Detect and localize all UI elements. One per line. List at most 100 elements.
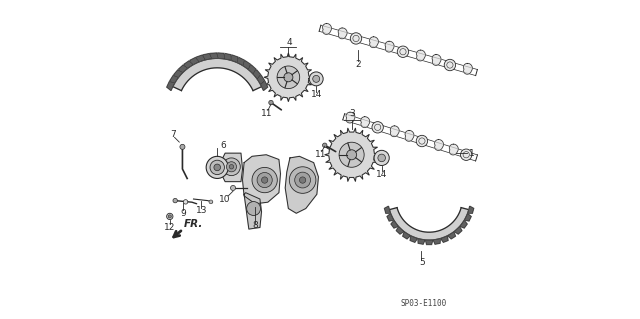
- Text: 11: 11: [315, 150, 326, 159]
- Text: 10: 10: [220, 195, 231, 204]
- Polygon shape: [252, 70, 260, 79]
- Polygon shape: [417, 50, 426, 61]
- Polygon shape: [387, 214, 394, 221]
- Polygon shape: [449, 144, 458, 155]
- Circle shape: [173, 198, 177, 203]
- Polygon shape: [338, 28, 347, 39]
- Polygon shape: [173, 58, 262, 91]
- Circle shape: [416, 135, 428, 147]
- Circle shape: [323, 143, 327, 147]
- Circle shape: [300, 177, 306, 183]
- Circle shape: [227, 162, 237, 172]
- Polygon shape: [389, 208, 469, 240]
- Circle shape: [206, 156, 228, 178]
- Circle shape: [313, 75, 320, 82]
- Circle shape: [444, 59, 456, 71]
- Polygon shape: [285, 156, 319, 213]
- Circle shape: [277, 66, 300, 89]
- Polygon shape: [247, 65, 256, 74]
- Text: FR.: FR.: [184, 219, 204, 229]
- Polygon shape: [216, 53, 225, 59]
- Circle shape: [257, 173, 272, 188]
- Polygon shape: [410, 236, 417, 242]
- Polygon shape: [324, 128, 378, 181]
- Polygon shape: [391, 220, 398, 228]
- Polygon shape: [210, 53, 218, 59]
- Polygon shape: [369, 37, 378, 48]
- Polygon shape: [403, 232, 410, 239]
- Polygon shape: [179, 65, 188, 74]
- Circle shape: [214, 164, 221, 171]
- Polygon shape: [396, 227, 404, 234]
- Polygon shape: [241, 61, 250, 69]
- Polygon shape: [264, 53, 312, 101]
- Circle shape: [350, 33, 362, 44]
- Polygon shape: [441, 236, 448, 242]
- Polygon shape: [229, 55, 238, 63]
- Text: 8: 8: [252, 221, 258, 230]
- Circle shape: [347, 150, 356, 160]
- Text: 11: 11: [260, 109, 272, 118]
- Text: 3: 3: [349, 109, 355, 118]
- Text: 14: 14: [376, 170, 387, 179]
- Polygon shape: [468, 206, 474, 213]
- Circle shape: [166, 213, 173, 219]
- Polygon shape: [426, 240, 433, 244]
- Circle shape: [223, 158, 240, 176]
- Polygon shape: [460, 220, 467, 228]
- Polygon shape: [435, 139, 444, 150]
- Polygon shape: [433, 239, 440, 244]
- Circle shape: [209, 200, 213, 204]
- Circle shape: [180, 144, 185, 149]
- Circle shape: [229, 165, 234, 169]
- Polygon shape: [220, 153, 243, 182]
- Polygon shape: [385, 206, 390, 213]
- Circle shape: [294, 172, 310, 188]
- Circle shape: [210, 160, 225, 174]
- Polygon shape: [184, 61, 193, 69]
- Text: 5: 5: [419, 258, 425, 267]
- Polygon shape: [432, 55, 441, 65]
- Text: 12: 12: [164, 223, 175, 232]
- Circle shape: [309, 72, 323, 86]
- Circle shape: [289, 167, 316, 193]
- Circle shape: [269, 100, 273, 105]
- Text: SP03-E1100: SP03-E1100: [401, 299, 447, 308]
- Circle shape: [168, 215, 172, 218]
- Text: 4: 4: [287, 38, 292, 47]
- Polygon shape: [190, 57, 199, 65]
- Text: 2: 2: [356, 60, 362, 69]
- Circle shape: [230, 185, 236, 190]
- Polygon shape: [167, 82, 175, 91]
- Circle shape: [246, 202, 260, 215]
- Polygon shape: [361, 117, 370, 128]
- Polygon shape: [204, 54, 212, 60]
- Circle shape: [284, 73, 293, 82]
- Text: 9: 9: [180, 209, 186, 218]
- Polygon shape: [346, 112, 355, 123]
- Text: 1: 1: [469, 149, 475, 158]
- Polygon shape: [385, 41, 394, 52]
- Text: 6: 6: [220, 141, 226, 150]
- Polygon shape: [323, 24, 332, 34]
- Polygon shape: [244, 193, 262, 229]
- Polygon shape: [170, 76, 179, 85]
- Text: 13: 13: [196, 206, 207, 215]
- Text: 14: 14: [310, 90, 322, 99]
- Circle shape: [262, 177, 268, 183]
- Text: 7: 7: [170, 130, 176, 139]
- Polygon shape: [174, 70, 182, 79]
- Circle shape: [378, 154, 385, 162]
- Circle shape: [252, 167, 277, 193]
- Circle shape: [372, 122, 383, 133]
- Polygon shape: [418, 239, 425, 244]
- Polygon shape: [390, 126, 399, 137]
- Polygon shape: [256, 76, 264, 85]
- Polygon shape: [454, 227, 462, 234]
- Polygon shape: [236, 57, 244, 65]
- Circle shape: [374, 150, 389, 166]
- Polygon shape: [465, 214, 471, 221]
- Polygon shape: [405, 130, 414, 141]
- Polygon shape: [243, 155, 280, 204]
- Polygon shape: [223, 54, 231, 60]
